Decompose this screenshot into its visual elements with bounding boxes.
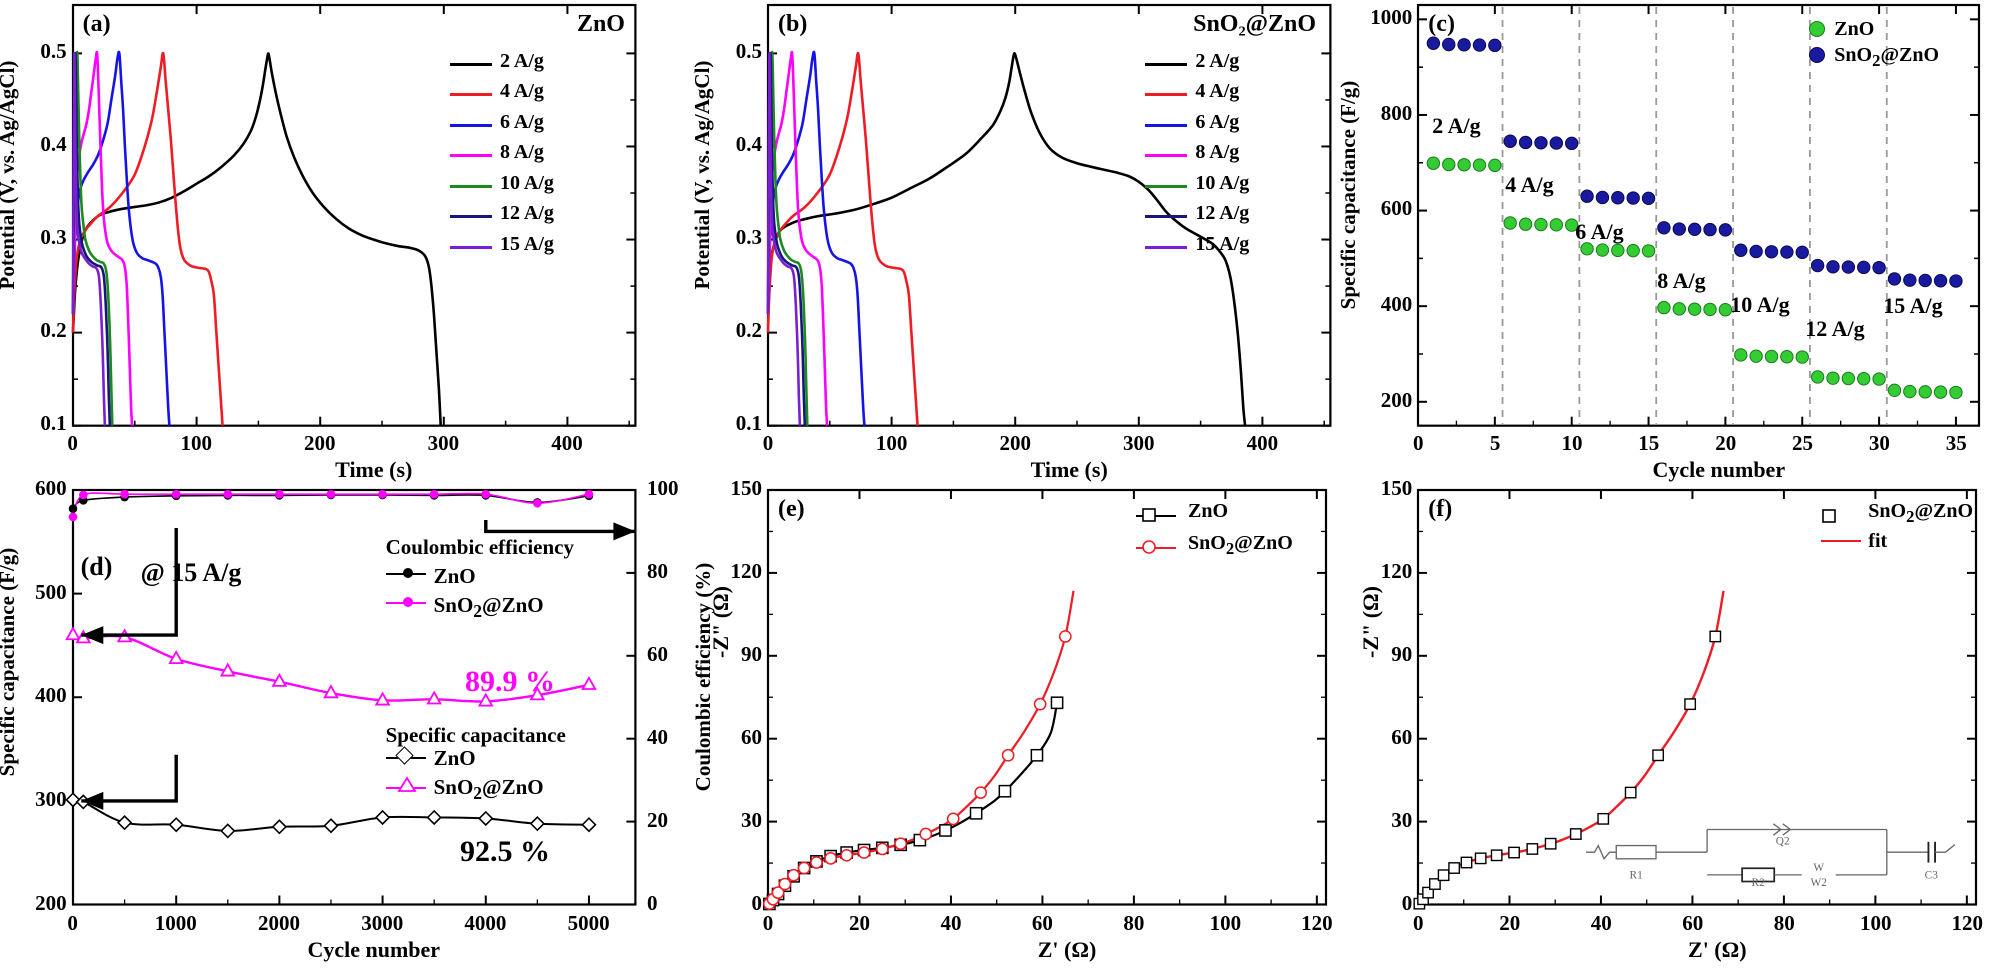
svg-text:R2: R2: [1752, 877, 1766, 889]
svg-text:R1: R1: [1630, 870, 1643, 882]
svg-text:W: W: [1814, 862, 1825, 874]
svg-text:C3: C3: [1925, 870, 1939, 882]
svg-text:W2: W2: [1811, 877, 1828, 889]
svg-text:Q2: Q2: [1776, 836, 1790, 848]
